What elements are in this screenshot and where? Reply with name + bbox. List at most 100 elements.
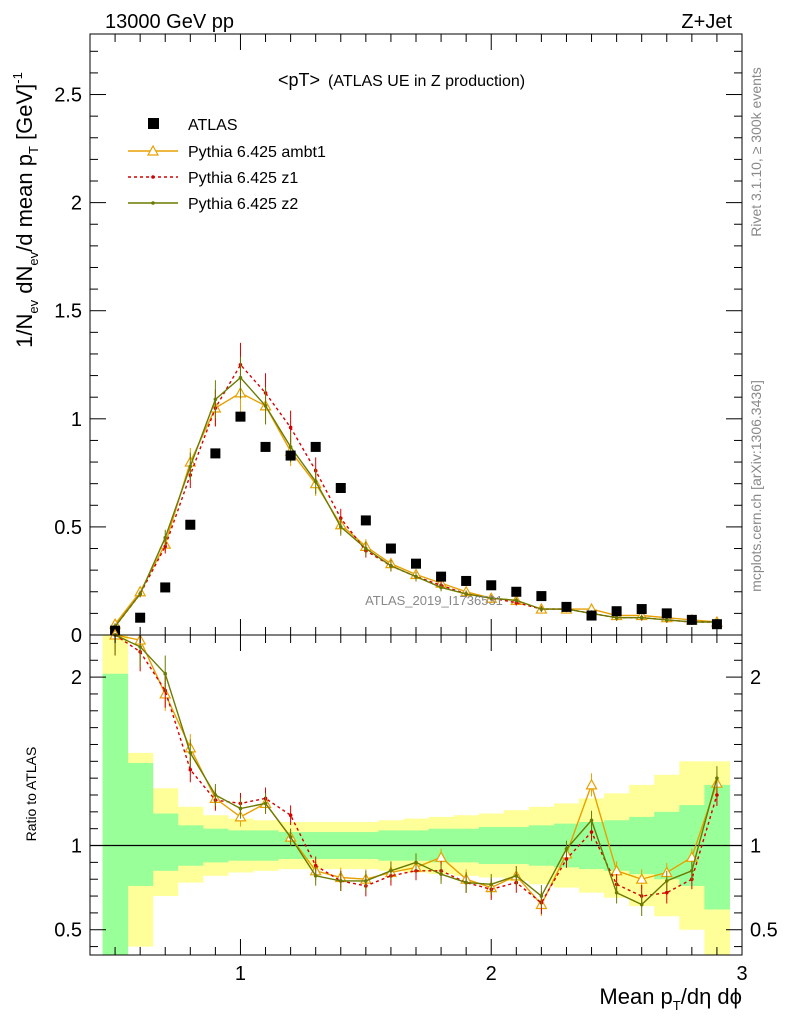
ratio-point-z1 xyxy=(564,857,569,861)
x-tick-label: 2 xyxy=(486,963,497,985)
point-atlas xyxy=(636,604,647,615)
ratio-point-z2 xyxy=(163,671,168,676)
plot-subtitle: (ATLAS UE in Z production) xyxy=(328,73,525,90)
point-atlas xyxy=(235,411,246,422)
x-axis-label-part: Mean p xyxy=(599,984,672,1009)
point-atlas xyxy=(210,448,221,459)
legend-marker-atlas xyxy=(148,118,159,129)
point-z2 xyxy=(213,397,218,402)
main-y-axis-label-part: -1 xyxy=(10,72,25,84)
point-atlas xyxy=(310,441,321,452)
x-tick-label: 3 xyxy=(736,963,747,985)
ratio-point-z2 xyxy=(338,879,343,883)
point-atlas xyxy=(411,558,421,569)
ratio-point-z2 xyxy=(589,818,594,823)
ratio-point-z2 xyxy=(313,874,318,878)
main-y-axis-label: 1/Nev dNev/d mean pT [GeV]-1 xyxy=(10,72,41,348)
ratio-point-z2 xyxy=(138,644,142,649)
point-atlas xyxy=(486,580,497,591)
ratio-y-tick-label: 1 xyxy=(71,836,82,858)
x-axis-label-part: /dη dϕ xyxy=(681,984,742,1009)
point-atlas xyxy=(135,612,146,623)
ratio-panel: 0.5 0.5 1 1 2 2 1 2 3 xyxy=(54,628,778,985)
ratio-y-tick-label-right: 1 xyxy=(750,836,761,858)
x-axis-label: Mean pT/dη dϕ xyxy=(599,984,742,1013)
y-tick-label: 2.5 xyxy=(54,85,82,107)
point-z1 xyxy=(288,425,293,430)
ratio-point-z2 xyxy=(213,793,218,797)
main-y-axis-label-part: 1/N xyxy=(12,314,37,348)
point-z2 xyxy=(614,615,619,620)
main-y-axis-label-part: [GeV] xyxy=(12,84,37,146)
point-z2 xyxy=(138,592,142,596)
x-axis-label-text: Mean pT/dη dϕ xyxy=(599,984,742,1013)
ratio-point-z2 xyxy=(664,879,669,883)
point-atlas xyxy=(436,571,447,582)
side-label-bottom: mcplots.cern.ch [arXiv:1306.3436] xyxy=(748,380,764,592)
ratio-point-z2 xyxy=(263,801,268,806)
ratio-y-tick-label-right: 2 xyxy=(750,667,761,689)
point-z2 xyxy=(464,592,468,596)
ratio-point-z2 xyxy=(188,751,193,755)
ratio-point-z1 xyxy=(715,793,719,797)
legend-marker-z1 xyxy=(151,175,155,179)
main-y-axis-label-part: ev xyxy=(26,251,41,265)
ratio-y-tick-label-right: 0.5 xyxy=(750,920,778,942)
energy-label: 13000 GeV pp xyxy=(105,11,234,33)
ratio-point-z2 xyxy=(389,868,393,873)
point-z1 xyxy=(163,544,168,549)
main-y-axis-label-part: dN xyxy=(12,266,37,300)
ratio-point-z2 xyxy=(539,894,544,898)
ratio-point-z2 xyxy=(364,879,368,883)
point-z2 xyxy=(514,598,519,603)
point-atlas xyxy=(711,619,722,630)
ratio-point-z2 xyxy=(238,806,243,811)
main-y-axis-label-part: T xyxy=(26,146,41,154)
ratio-y-tick-label: 0.5 xyxy=(54,920,82,942)
ratio-point-z1 xyxy=(188,767,193,772)
point-z2 xyxy=(338,525,343,529)
point-atlas xyxy=(335,482,346,493)
point-atlas xyxy=(611,606,622,617)
point-z2 xyxy=(664,618,669,622)
legend-marker-ambt1 xyxy=(146,144,160,156)
point-z2 xyxy=(639,615,644,620)
point-atlas xyxy=(561,601,572,612)
point-atlas xyxy=(385,543,396,554)
point-atlas xyxy=(586,610,597,621)
ratio-point-z2 xyxy=(439,872,443,876)
y-tick-label: 1.5 xyxy=(54,301,82,323)
point-atlas xyxy=(511,586,522,597)
ratio-point-z1 xyxy=(313,863,318,868)
ratio-point-z1 xyxy=(589,830,594,834)
point-atlas xyxy=(185,519,196,530)
ratio-point-z2 xyxy=(614,890,619,895)
point-z2 xyxy=(238,375,243,380)
y-tick-label: 2 xyxy=(71,193,82,215)
ratio-point-z1 xyxy=(288,813,293,818)
ratio-point-z2 xyxy=(639,902,644,907)
series-line-z2 xyxy=(114,376,717,627)
ratio-point-z2 xyxy=(715,776,719,780)
y-tick-label: 0.5 xyxy=(54,517,82,539)
point-z2 xyxy=(313,479,318,484)
point-atlas xyxy=(661,608,672,619)
point-atlas xyxy=(686,614,697,625)
point-z2 xyxy=(489,596,494,601)
ratio-y-axis-label: Ratio to ATLAS xyxy=(23,747,39,842)
ratio-point-z2 xyxy=(514,874,519,878)
plot-title: <pT> xyxy=(278,70,320,90)
ratio-point-z2 xyxy=(464,880,468,885)
point-z2 xyxy=(414,574,418,579)
main-panel: 0 0.5 1 1.5 2 2.5 xyxy=(54,33,743,647)
point-z2 xyxy=(389,564,393,568)
main-y-axis-label-part: /d mean p xyxy=(12,154,37,252)
point-atlas xyxy=(285,450,296,461)
ratio-point-z2 xyxy=(690,868,694,873)
uncertainty-band-inner xyxy=(127,763,154,886)
x-tick-label: 1 xyxy=(235,963,246,985)
ratio-y-tick-label: 2 xyxy=(71,667,82,689)
point-atlas xyxy=(536,591,547,602)
main-y-axis-label-part: ev xyxy=(26,299,41,313)
